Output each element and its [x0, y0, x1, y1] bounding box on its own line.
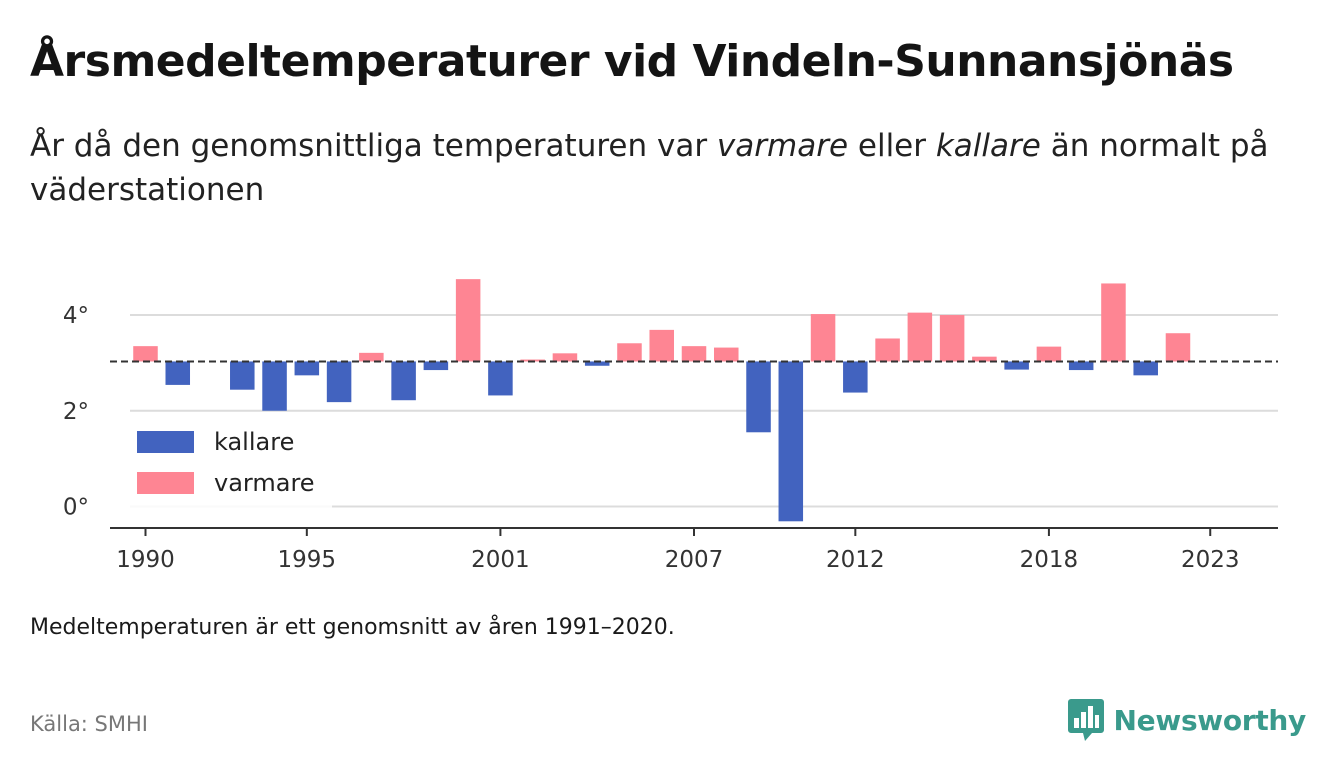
legend-swatch-varmare	[137, 472, 194, 494]
y-tick-label: 2°	[63, 399, 89, 425]
subtitle-warmer: varmare	[716, 128, 849, 164]
bars	[133, 279, 1191, 522]
x-tick-label: 2001	[471, 547, 530, 573]
bar-1991	[165, 361, 191, 385]
bar-2010	[778, 361, 804, 522]
bar-2019	[1068, 361, 1094, 371]
brand-name: Newsworthy	[1113, 703, 1307, 737]
x-axis-ticks: 1990 1995 2001 2007 2012 2018 2023	[116, 528, 1240, 573]
chart-subtitle: År då den genomsnittliga temperaturen va…	[30, 124, 1300, 212]
bar-chart: 0° 2° 4° 1990 1995 2001 2007 2012 2018 2023 kall…	[63, 279, 1278, 573]
bar-2022	[1165, 333, 1191, 362]
y-tick-label: 4°	[63, 303, 89, 329]
y-axis-ticks: 0° 2° 4°	[63, 303, 89, 520]
bar-2003	[552, 353, 578, 362]
x-tick-label: 2018	[1020, 547, 1079, 573]
bar-2011	[810, 314, 836, 362]
bar-2017	[1004, 361, 1029, 370]
bar-1997	[359, 352, 384, 362]
bar-2005	[617, 343, 642, 362]
bar-1990	[133, 346, 158, 362]
bar-2007	[681, 346, 707, 362]
bar-1993	[230, 361, 255, 390]
x-tick-label: 1995	[278, 547, 337, 573]
brand-logo: Newsworthy	[1067, 698, 1307, 742]
subtitle-part3: än normalt på väderstationen	[30, 128, 1269, 208]
bar-2014	[907, 312, 933, 362]
source-credit: Källa: SMHI	[30, 712, 148, 736]
bar-2009	[746, 361, 771, 433]
bar-1994	[262, 361, 287, 411]
bar-1999	[423, 361, 449, 371]
legend-label-varmare: varmare	[214, 469, 315, 497]
bar-2008	[714, 347, 739, 362]
newsworthy-logo-icon	[1067, 699, 1104, 741]
footnote: Medeltemperaturen är ett genomsnitt av å…	[30, 615, 675, 640]
bar-1996	[326, 361, 352, 403]
legend: kallare varmare	[128, 416, 332, 508]
bar-2013	[875, 338, 900, 362]
subtitle-colder: kallare	[935, 128, 1041, 164]
bar-1995	[294, 361, 320, 376]
legend-swatch-kallare	[137, 431, 194, 453]
bar-2018	[1036, 346, 1062, 362]
subtitle-part1: År då den genomsnittliga temperaturen va…	[30, 128, 717, 164]
chart-title: Årsmedeltemperaturer vid Vindeln-Sunnans…	[30, 36, 1234, 87]
bar-2020	[1101, 283, 1126, 362]
bar-1998	[391, 361, 416, 401]
x-tick-label: 2012	[826, 547, 885, 573]
bar-2015	[939, 315, 965, 362]
bar-2012	[843, 361, 868, 393]
legend-label-kallare: kallare	[214, 428, 294, 456]
bar-2016	[972, 356, 997, 362]
bar-2004	[584, 361, 610, 366]
subtitle-part2: eller	[848, 128, 936, 164]
bar-2001	[488, 361, 513, 396]
x-tick-label: 1990	[116, 547, 175, 573]
bar-2006	[649, 329, 674, 362]
y-tick-label: 0°	[63, 494, 89, 520]
bar-2000	[455, 279, 481, 362]
x-tick-label: 2007	[665, 547, 724, 573]
bar-2021	[1133, 361, 1158, 376]
x-tick-label: 2023	[1181, 547, 1240, 573]
